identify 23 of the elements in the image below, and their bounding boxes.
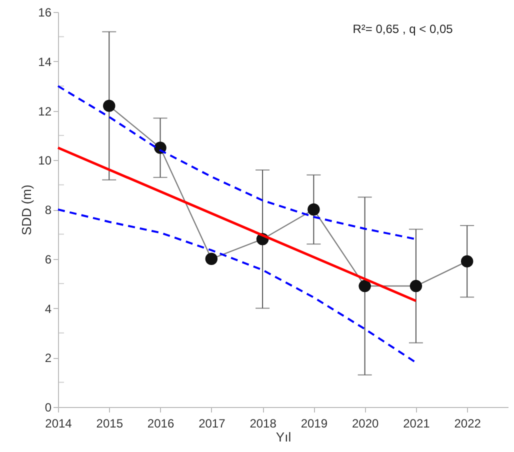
- x-tick-label: 2022: [454, 416, 482, 430]
- x-tick-label: 2014: [45, 416, 72, 430]
- x-tick-label: 2019: [300, 416, 328, 430]
- x-tick-label: 2017: [198, 416, 226, 430]
- x-tick-label: 2020: [352, 416, 379, 430]
- line-series: [57, 208, 417, 364]
- y-tick-label: 12: [38, 104, 52, 118]
- y-tick-label: 4: [44, 302, 52, 316]
- y-tick-label: 6: [44, 252, 52, 266]
- x-tick-label: 2018: [250, 416, 277, 430]
- x-tick-label: 2021: [403, 416, 430, 430]
- y-tick-label: 8: [44, 203, 52, 217]
- y-axis-title: SDD (m): [19, 184, 34, 236]
- line-series: [57, 85, 417, 240]
- annotation: R²= 0,65 , q < 0,05: [352, 22, 454, 36]
- y-tick-label: 14: [38, 54, 52, 69]
- y-tick-label: 10: [38, 154, 52, 168]
- y-tick-label: 16: [38, 6, 52, 20]
- x-tick-label: 2015: [96, 416, 124, 430]
- x-tick-label: 2016: [147, 416, 174, 430]
- x-axis-title: Yıl: [276, 430, 292, 444]
- y-tick-label: 0: [44, 400, 52, 414]
- y-tick-label: 2: [44, 351, 52, 366]
